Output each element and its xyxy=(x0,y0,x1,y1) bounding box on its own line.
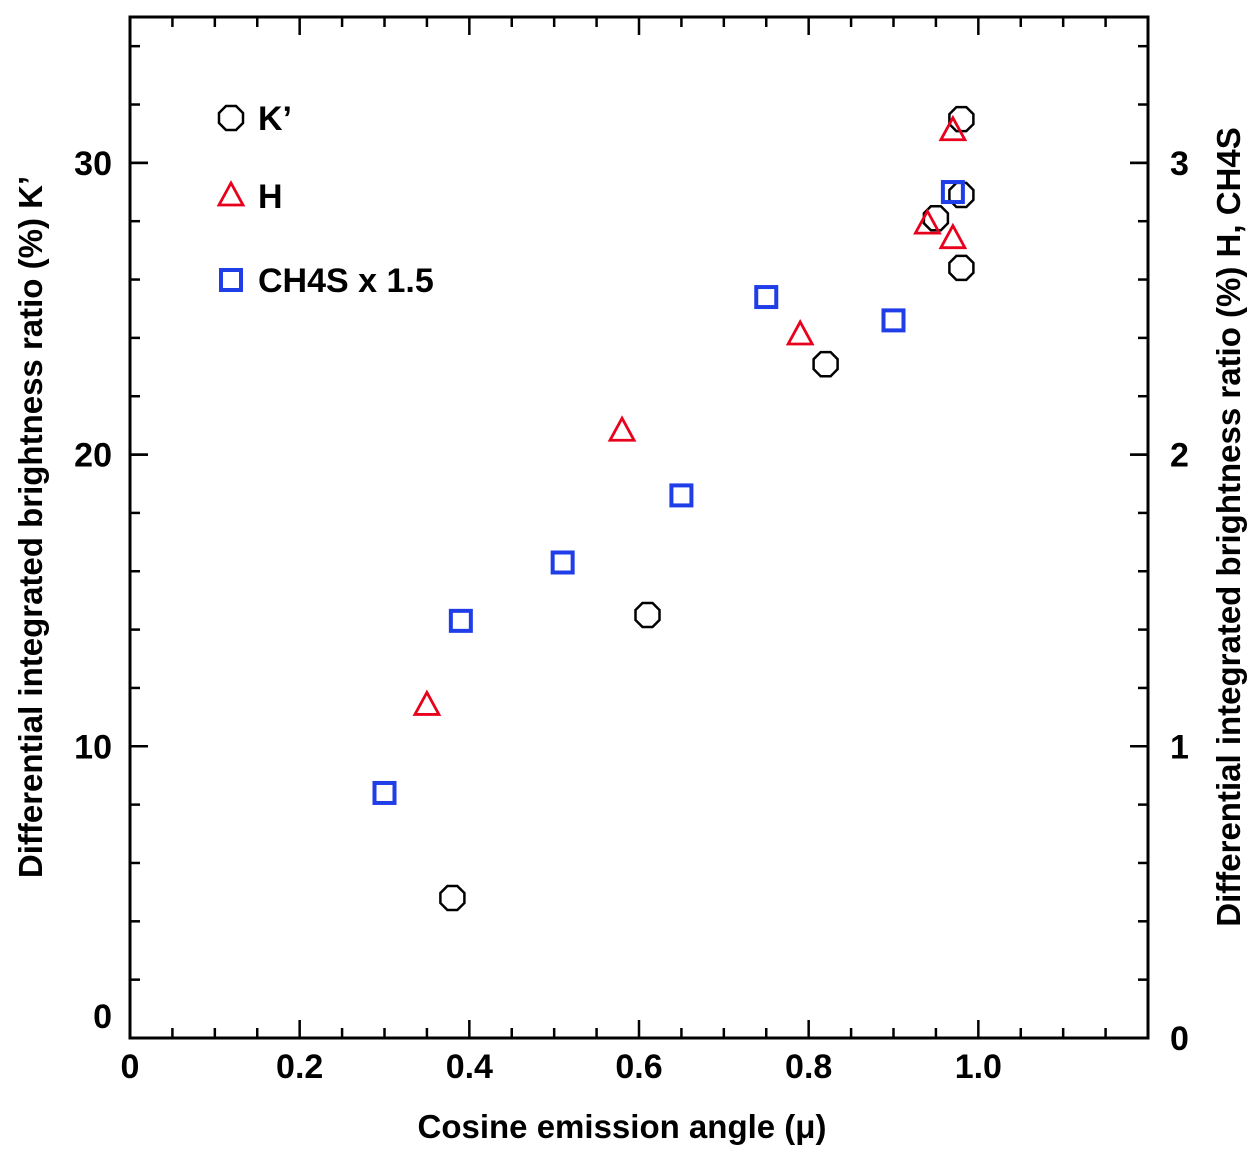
x-tick-label: 0 xyxy=(121,1048,140,1086)
data-point-circle xyxy=(948,105,975,133)
y-tick-label-right: 3 xyxy=(1170,145,1189,183)
y-tick-label-left: 10 xyxy=(74,728,112,766)
data-point-square xyxy=(550,550,575,575)
right-y-axis-title: Differential integrated brightness ratio… xyxy=(1210,127,1247,926)
legend-label: H xyxy=(258,178,283,216)
legend-marker-circle xyxy=(217,104,245,132)
tick-marks xyxy=(128,17,1150,1040)
data-point-square xyxy=(669,483,694,508)
legend-label: K’ xyxy=(258,100,292,138)
y-tick-label-left: 0 xyxy=(93,998,112,1036)
legend: K’ H CH4S x 1.5 xyxy=(216,100,434,300)
y-tick-label-right: 2 xyxy=(1170,437,1189,475)
x-tick-label: 0.4 xyxy=(446,1048,493,1086)
data-point-circle xyxy=(948,181,975,209)
x-tick-label: 0.2 xyxy=(276,1048,323,1086)
data-point-square xyxy=(881,308,906,333)
data-point-circle xyxy=(634,601,661,629)
data-point-triangle xyxy=(412,689,442,716)
data-point-triangle xyxy=(785,319,815,346)
x-axis-title: Cosine emission angle (μ) xyxy=(418,1108,827,1145)
data-point-circle xyxy=(439,884,466,912)
data-point-triangle xyxy=(913,208,942,235)
x-tick-label: 1.0 xyxy=(955,1048,1002,1086)
plot-frame xyxy=(128,15,1150,1040)
data-point-circle xyxy=(812,350,839,378)
x-tick-label: 0.8 xyxy=(785,1048,832,1086)
data-point-circle xyxy=(948,254,975,282)
data-point-triangle xyxy=(607,415,637,442)
legend-marker-triangle xyxy=(216,180,246,207)
data-point-square xyxy=(754,285,779,310)
legend-marker-square xyxy=(219,268,243,292)
tick-labels: 0 0.2 0.4 0.6 0.8 1.0 0 10 20 30 0 1 2 3 xyxy=(74,145,1189,1086)
data-point-triangle xyxy=(938,222,968,250)
data-point-square xyxy=(448,608,473,633)
y-tick-label-right: 0 xyxy=(1170,1020,1189,1058)
x-tick-label: 0.6 xyxy=(615,1048,662,1086)
legend-label: CH4S x 1.5 xyxy=(258,262,434,300)
data-point-triangle xyxy=(938,114,968,142)
data-markers xyxy=(372,105,975,912)
data-point-square xyxy=(372,780,397,805)
left-y-axis-title: Differential integrated brightness ratio… xyxy=(12,176,49,878)
data-point-square xyxy=(940,180,965,205)
y-tick-label-left: 20 xyxy=(74,437,112,475)
y-tick-label-right: 1 xyxy=(1170,728,1189,766)
y-tick-label-left: 30 xyxy=(74,145,112,183)
